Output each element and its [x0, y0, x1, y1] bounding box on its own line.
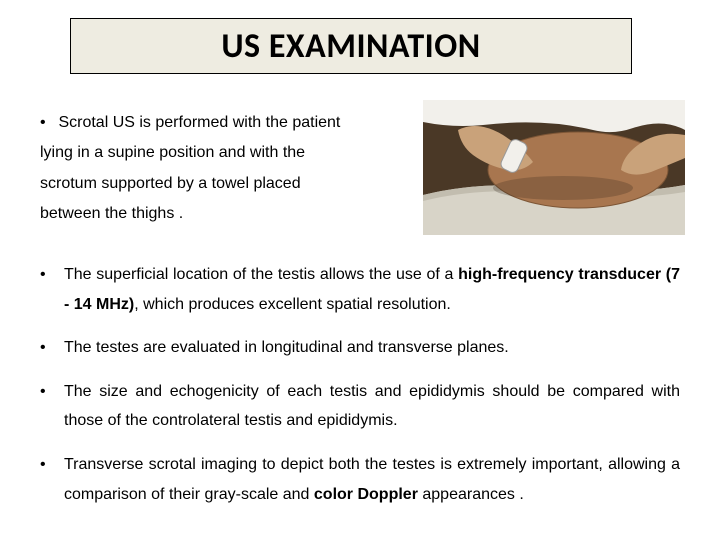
bullet-icon: • [40, 450, 64, 480]
bullet-1-text: The superficial location of the testis a… [64, 260, 680, 319]
list-item: • The testes are evaluated in longitudin… [40, 333, 680, 363]
intro-line-3: scrotum supported by a towel placed [40, 175, 301, 192]
list-item: • Transverse scrotal imaging to depict b… [40, 450, 680, 509]
bullet-icon: • [40, 108, 54, 138]
ultrasound-photo [423, 100, 685, 235]
text-run: The superficial location of the testis a… [64, 266, 458, 283]
bullet-icon: • [40, 377, 64, 407]
slide: US EXAMINATION • Scrotal US is performed… [0, 0, 720, 540]
intro-line-4: between the thighs . [40, 205, 183, 222]
bullet-icon: • [40, 260, 64, 290]
intro-line-1: Scrotal US is performed with the patient [58, 114, 340, 131]
title-bar: US EXAMINATION [70, 18, 632, 74]
photo-svg [423, 100, 685, 235]
intro-paragraph: • Scrotal US is performed with the patie… [40, 108, 420, 230]
text-run-bold: color Doppler [314, 486, 418, 503]
bullet-icon: • [40, 333, 64, 363]
bullet-4-text: Transverse scrotal imaging to depict bot… [64, 450, 680, 509]
slide-title: US EXAMINATION [221, 26, 480, 67]
list-item: • The size and echogenicity of each test… [40, 377, 680, 436]
bullet-list: • The superficial location of the testis… [40, 260, 680, 523]
text-run: , which produces excellent spatial resol… [134, 296, 451, 313]
bullet-3-text: The size and echogenicity of each testis… [64, 377, 680, 436]
bullet-2-text: The testes are evaluated in longitudinal… [64, 333, 680, 363]
intro-line-2: lying in a supine position and with the [40, 144, 305, 161]
list-item: • The superficial location of the testis… [40, 260, 680, 319]
text-run: appearances . [418, 486, 524, 503]
